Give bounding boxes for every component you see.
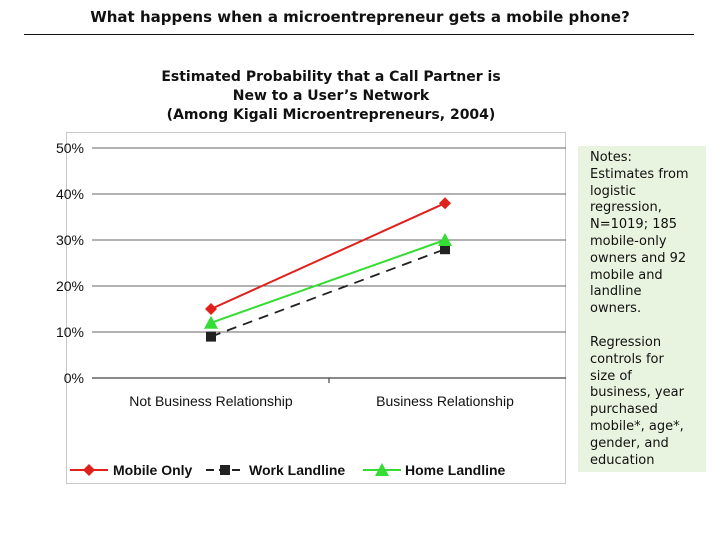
- notes-paragraph-1: Notes: Estimates from logistic regressio…: [590, 150, 689, 317]
- chart-title-line-1: Estimated Probability that a Call Partne…: [161, 69, 501, 85]
- legend-marker-2: [375, 463, 389, 476]
- notes-paragraph-2: Regression controls for size of business…: [590, 334, 684, 468]
- series-2-point: [438, 233, 452, 246]
- chart-title-line-2: New to a User’s Network: [232, 88, 430, 104]
- legend-frame: [66, 132, 566, 484]
- notes-box: Notes: Estimates from logistic regressio…: [578, 146, 706, 472]
- series-line-2: [210, 239, 446, 324]
- title-divider: [24, 34, 694, 35]
- series-1-point: [440, 244, 450, 255]
- legend-label-0: Mobile Only: [113, 462, 193, 478]
- legend-label-2: Home Landline: [405, 462, 506, 478]
- y-tick-label: 40%: [56, 186, 84, 202]
- series-0-point: [205, 303, 217, 315]
- chart-title: Estimated Probability that a Call Partne…: [106, 68, 556, 125]
- series-2-point: [204, 315, 218, 329]
- slide-title: What happens when a microentrepreneur ge…: [90, 8, 630, 26]
- y-tick-label: 10%: [56, 324, 84, 340]
- chart-title-line-3: (Among Kigali Microentrepreneurs, 2004): [166, 107, 496, 123]
- x-tick-label: Not Business Relationship: [129, 393, 293, 409]
- legend-marker-0: [83, 464, 95, 476]
- legend-label-1: Work Landline: [249, 462, 345, 478]
- y-tick-label: 30%: [56, 232, 84, 248]
- y-tick-label: 0%: [64, 370, 84, 386]
- series-1-point: [206, 331, 216, 342]
- legend-marker-1: [220, 465, 230, 475]
- y-tick-label: 20%: [56, 278, 84, 294]
- y-tick-label: 50%: [56, 140, 84, 156]
- series-0-point: [439, 197, 451, 210]
- series-line-1: [210, 248, 446, 338]
- x-tick-label: Business Relationship: [376, 393, 514, 409]
- series-line-0: [210, 202, 446, 310]
